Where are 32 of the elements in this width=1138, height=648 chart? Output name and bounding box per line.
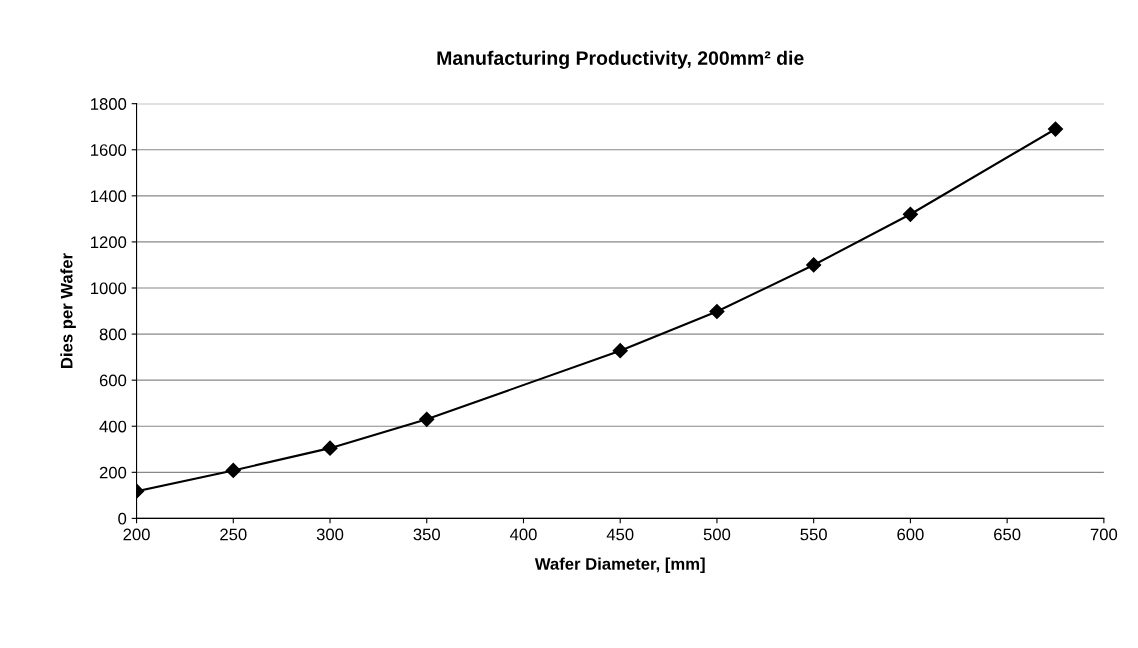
y-tick-label: 1600 [91, 144, 127, 156]
x-tick-label: 700 [1090, 528, 1118, 541]
y-tick-label: 1400 [91, 190, 127, 203]
point [902, 206, 918, 222]
y-tick-label: 200 [99, 466, 127, 479]
point [806, 257, 822, 273]
x-tick-label: 200 [123, 528, 150, 541]
point [225, 462, 241, 479]
x-axis-title: Wafer Diameter, [mm] [534, 557, 705, 574]
x-tick-label: 550 [800, 528, 827, 541]
y-tick-label: 800 [99, 328, 127, 341]
x-tick-label: 500 [703, 528, 731, 541]
x-tick-label: 600 [897, 528, 924, 541]
y-tick-label: 0 [118, 512, 127, 525]
y-tick-label: 1200 [91, 236, 127, 249]
x-tick-label: 250 [220, 528, 247, 541]
point [322, 440, 338, 456]
x-tick-label: 350 [413, 528, 440, 541]
point [612, 343, 628, 359]
point [709, 303, 725, 320]
x-tick-label: 650 [994, 528, 1021, 541]
y-tick-label: 1800 [91, 98, 127, 110]
point [419, 411, 435, 427]
y-tick-label: 600 [99, 374, 127, 387]
y-tick-label: 1000 [91, 282, 127, 295]
y-axis-title: Dies per Wafer [60, 253, 76, 368]
x-tick-label: 450 [606, 528, 634, 541]
point [1047, 121, 1064, 137]
y-tick-label: 400 [99, 420, 127, 433]
x-tick-label: 300 [316, 528, 344, 541]
chart-title: Manufacturing Productivity, 200mm² die [437, 50, 804, 69]
x-tick-label: 400 [509, 528, 537, 541]
